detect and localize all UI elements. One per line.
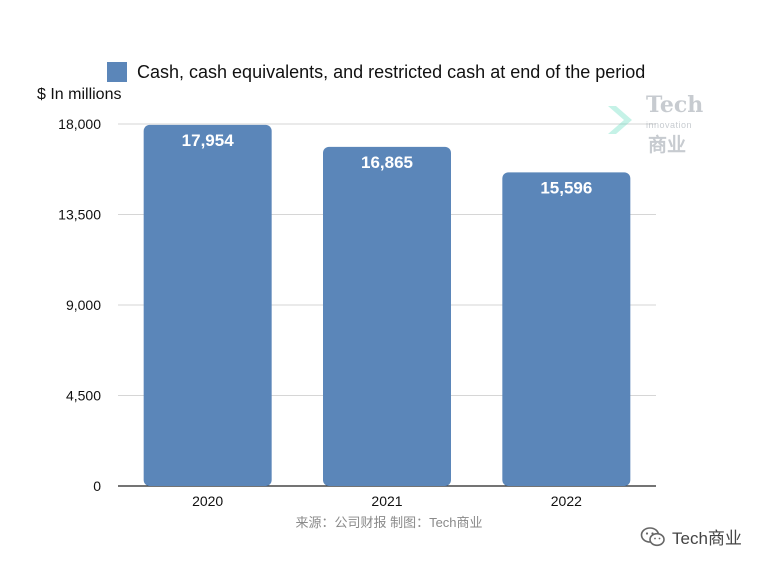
legend-swatch — [107, 62, 127, 82]
legend: Cash, cash equivalents, and restricted c… — [107, 61, 645, 83]
data-label: 15,596 — [540, 178, 592, 197]
y-tick-label: 4,500 — [66, 388, 101, 404]
legend-label: Cash, cash equivalents, and restricted c… — [137, 61, 646, 82]
x-tick-label: 2020 — [192, 493, 223, 509]
brand-badge: Tech商业 — [640, 524, 742, 549]
x-tick-label: 2022 — [551, 493, 582, 509]
y-axis-label: $ In millions — [37, 86, 122, 103]
data-label: 17,954 — [182, 131, 235, 150]
watermark-cn: 商业 — [648, 135, 687, 156]
brand-label: Tech商业 — [672, 529, 742, 548]
watermark-title: Tech — [646, 92, 704, 118]
y-tick-label: 18,000 — [58, 116, 101, 132]
bar — [323, 146, 451, 486]
y-tick-label: 13,500 — [58, 207, 101, 223]
y-tick-label: 0 — [93, 478, 101, 494]
y-tick-label: 9,000 — [66, 297, 101, 313]
x-tick-label: 2021 — [371, 493, 402, 509]
bar — [502, 172, 631, 486]
watermark-chevron-icon — [608, 106, 632, 134]
wechat-icon — [640, 526, 665, 546]
source-note: 来源：公司财报 制图：Tech商业 — [295, 515, 483, 530]
watermark-logo: Tech innovation 商业 — [604, 92, 714, 156]
bar — [143, 124, 272, 486]
data-label: 16,865 — [361, 153, 413, 172]
watermark-subtitle: innovation — [646, 120, 693, 130]
